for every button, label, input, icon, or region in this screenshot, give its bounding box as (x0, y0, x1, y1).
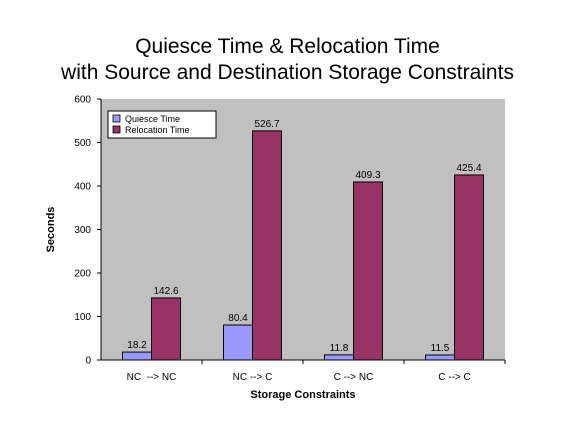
legend-box (107, 110, 217, 139)
quiesce-time-bar (122, 351, 152, 361)
relocation-time-bar (151, 297, 181, 361)
data-label: 425.4 (456, 163, 481, 174)
quiesce-time-bar (223, 324, 253, 361)
quiesce-time-bar (425, 354, 455, 361)
y-tick-label: 100 (74, 312, 91, 323)
relocation-time-bar (353, 181, 383, 361)
data-label: 526.7 (254, 119, 279, 130)
y-tick-label: 600 (74, 95, 91, 106)
chart-title-line-2: with Source and Destination Storage Cons… (61, 61, 514, 84)
legend-swatch-relocation (112, 125, 121, 134)
x-tick-label: C --> C (438, 372, 471, 383)
data-label: 142.6 (153, 286, 178, 297)
data-label: 11.8 (330, 343, 349, 354)
y-tick-label: 500 (74, 138, 91, 149)
data-label: 80.4 (228, 313, 248, 324)
relocation-time-bar (252, 130, 282, 361)
quiesce-time-bar (324, 354, 354, 361)
y-axis-title: Seconds (45, 207, 57, 253)
x-tick-label: C --> NC (334, 372, 374, 383)
legend-swatch-quiesce (112, 114, 121, 123)
x-tick-label: NC --> NC (127, 372, 177, 383)
y-tick-label: 0 (85, 356, 91, 367)
chart-title-line-1: Quiesce Time & Relocation Time (135, 35, 440, 58)
y-tick-label: 400 (74, 182, 91, 193)
relocation-time-bar (454, 174, 484, 361)
y-tick-label: 200 (74, 269, 91, 280)
legend-label-quiesce: Quiesce Time (125, 114, 180, 124)
data-label: 11.5 (431, 343, 450, 354)
x-axis-title: Storage Constraints (250, 389, 355, 401)
y-tick-label: 300 (74, 225, 91, 236)
data-label: 18.2 (127, 340, 147, 351)
data-label: 409.3 (355, 170, 380, 181)
legend-label-relocation: Relocation Time (125, 125, 190, 135)
x-tick-label: NC --> C (233, 372, 273, 383)
